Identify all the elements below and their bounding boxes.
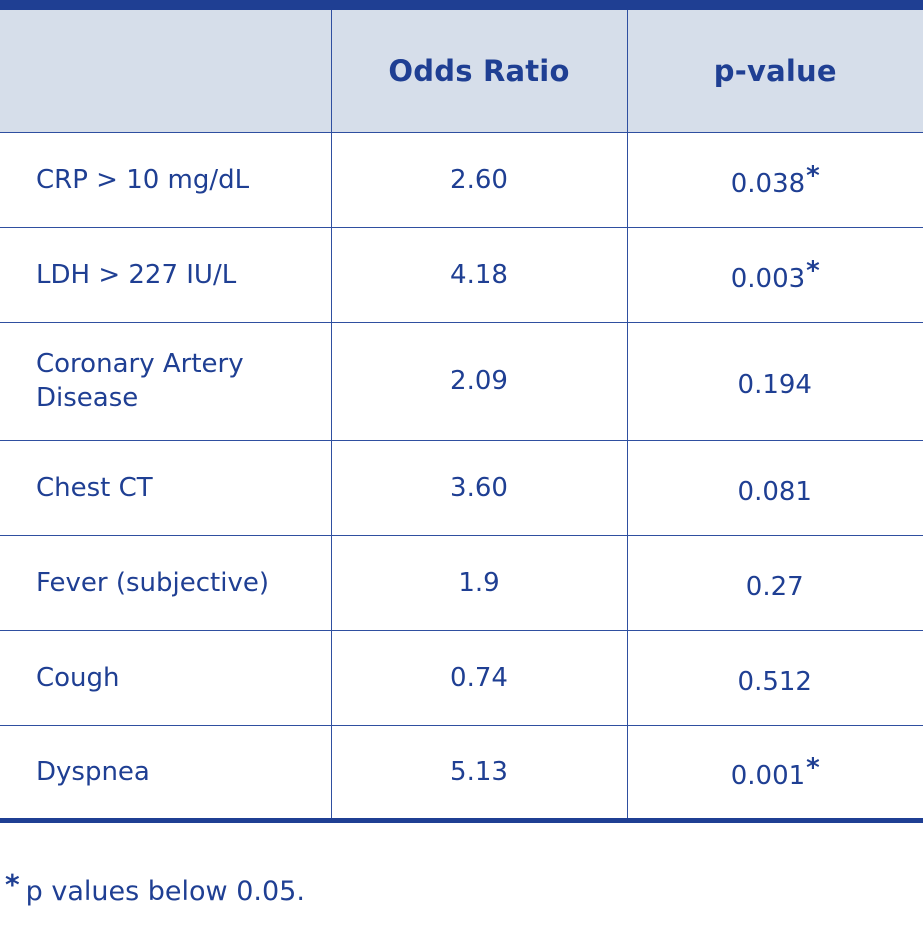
footnote-text: p values below 0.05. — [25, 876, 305, 907]
p-value-cell: 0.194 — [626, 321, 923, 441]
table-row: Cough 0.74 0.512 — [0, 629, 923, 726]
significance-star: * — [806, 255, 820, 286]
row-label: Cough — [0, 629, 332, 726]
odds-ratio-value: 2.60 — [330, 131, 628, 228]
table-row: Fever (subjective) 1.9 0.27 — [0, 534, 923, 631]
header-empty-cell — [0, 4, 332, 133]
significance-star: * — [806, 160, 820, 191]
odds-ratio-value: 5.13 — [330, 724, 628, 821]
row-label: Chest CT — [0, 439, 332, 536]
p-value-cell: 0.512 — [626, 629, 923, 726]
table-row: Dyspnea 5.13 0.001* — [0, 724, 923, 821]
row-label: Dyspnea — [0, 724, 332, 821]
header-p-value: p-value — [626, 4, 923, 133]
table-row: Chest CT 3.60 0.081 — [0, 439, 923, 536]
table-row: LDH > 227 IU/L 4.18 0.003* — [0, 226, 923, 323]
table-row: CRP > 10 mg/dL 2.60 0.038* — [0, 131, 923, 228]
odds-ratio-value: 4.18 — [330, 226, 628, 323]
footnote: * p values below 0.05. — [5, 868, 305, 907]
odds-ratio-table: Odds Ratio p-value CRP > 10 mg/dL 2.60 0… — [0, 0, 923, 823]
footnote-star: * — [5, 868, 20, 901]
p-value: 0.081 — [737, 476, 812, 507]
significance-star: * — [806, 752, 820, 783]
row-label: Coronary Artery Disease — [0, 321, 332, 441]
row-label: LDH > 227 IU/L — [0, 226, 332, 323]
odds-ratio-value: 1.9 — [330, 534, 628, 631]
p-value-cell: 0.001* — [626, 724, 923, 821]
p-value: 0.194 — [737, 370, 812, 400]
p-value: 0.003 — [730, 263, 806, 294]
row-label: Fever (subjective) — [0, 534, 332, 631]
odds-ratio-value: 0.74 — [330, 629, 628, 726]
odds-ratio-table-container: Odds Ratio p-value CRP > 10 mg/dL 2.60 0… — [0, 0, 923, 823]
table-header-row: Odds Ratio p-value — [0, 4, 923, 133]
odds-ratio-value: 2.09 — [330, 321, 628, 441]
p-value-cell: 0.038* — [626, 131, 923, 228]
p-value-cell: 0.081 — [626, 439, 923, 536]
p-value: 0.27 — [745, 571, 804, 602]
odds-ratio-value: 3.60 — [330, 439, 628, 536]
p-value: 0.512 — [737, 666, 812, 697]
table-row: Coronary Artery Disease 2.09 0.194 — [0, 321, 923, 441]
p-value: 0.001 — [730, 760, 806, 791]
p-value-cell: 0.27 — [626, 534, 923, 631]
p-value-cell: 0.003* — [626, 226, 923, 323]
row-label: CRP > 10 mg/dL — [0, 131, 332, 228]
p-value: 0.038 — [730, 168, 806, 199]
header-odds-ratio: Odds Ratio — [330, 4, 628, 133]
